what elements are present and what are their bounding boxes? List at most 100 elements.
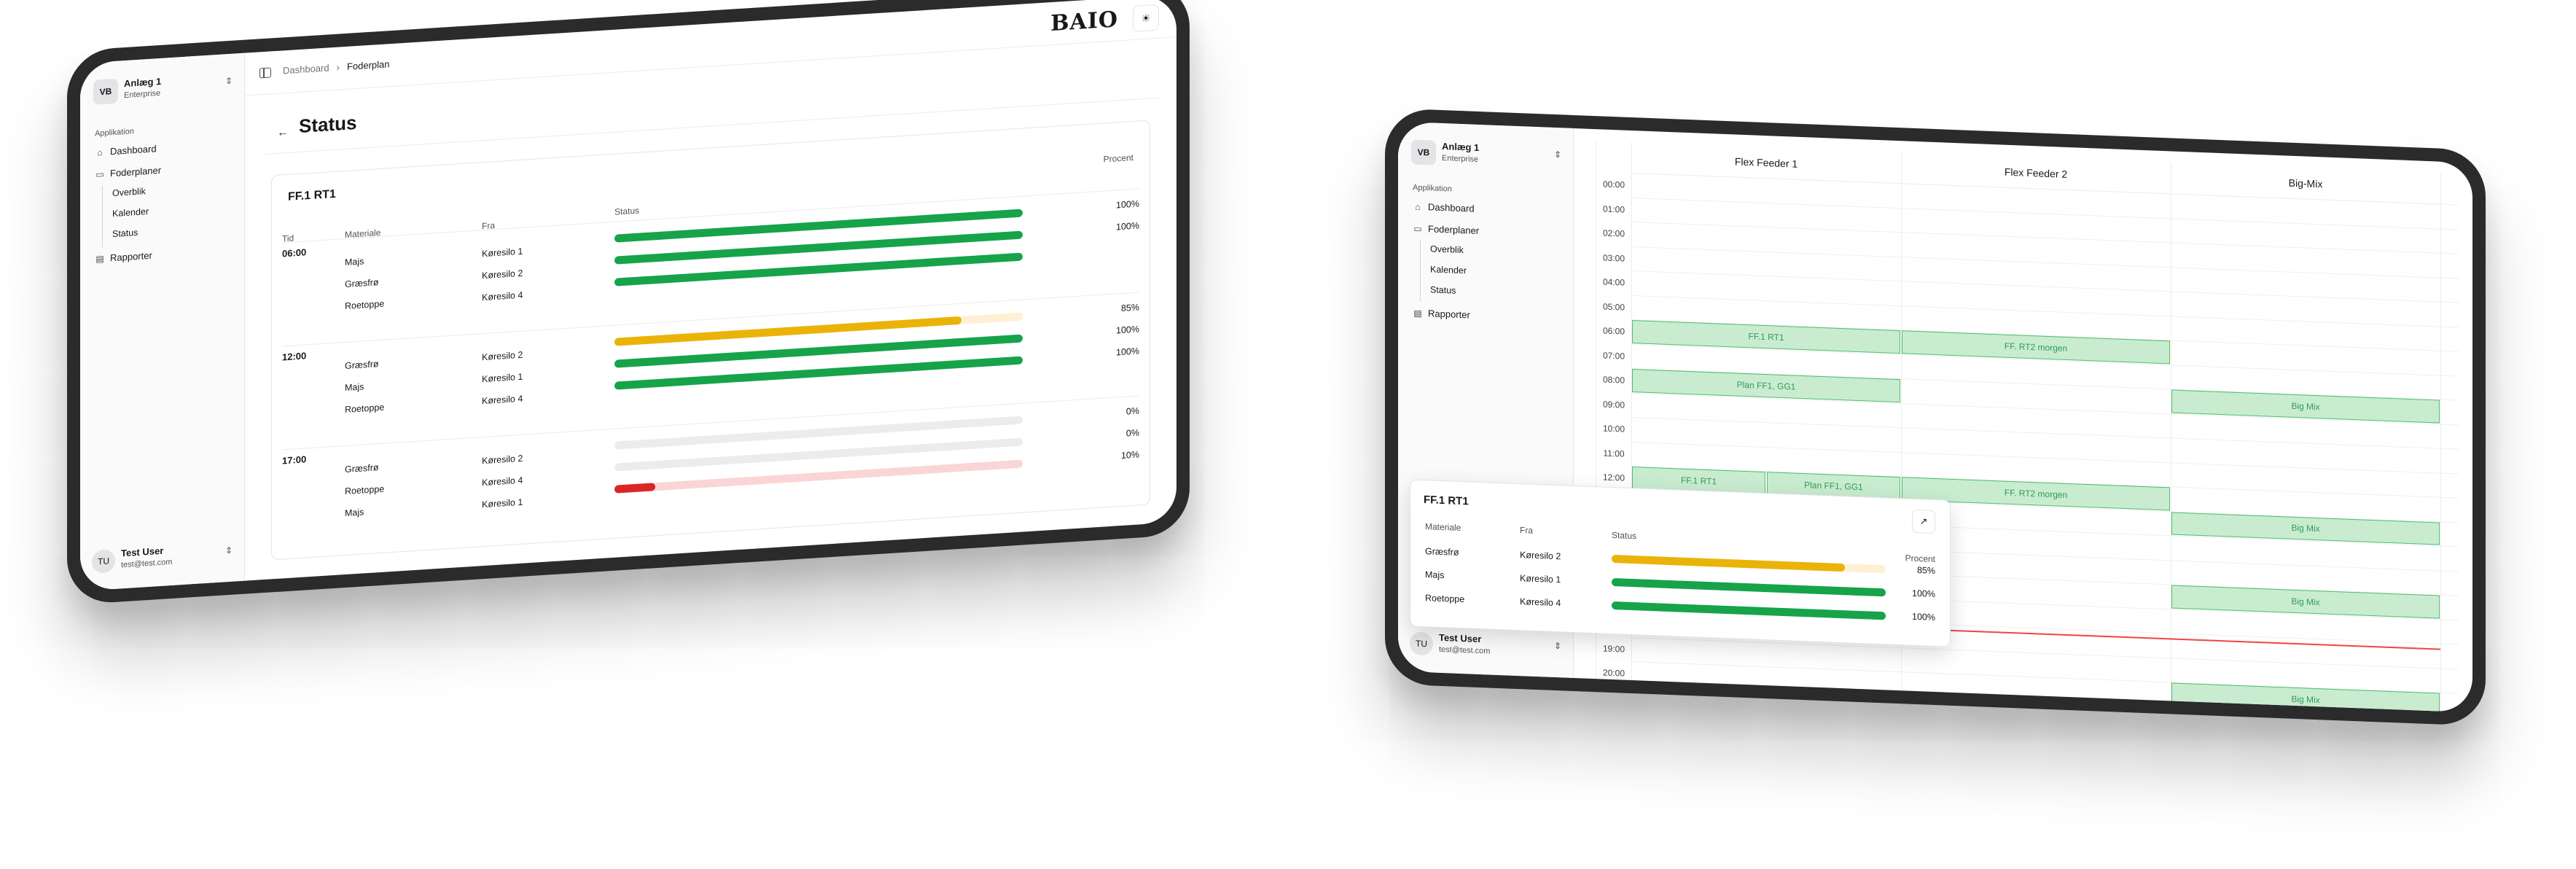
- column-header-status: Status: [1612, 529, 1637, 542]
- hour-gridline: [1631, 221, 2459, 254]
- column-header-materiale: Materiale: [1425, 521, 1461, 534]
- open-button[interactable]: ↗: [1912, 509, 1935, 534]
- cell-fra: Køresilo 1: [482, 246, 523, 260]
- calendar-screen: VB Anlæg 1 Enterprise ⇕ Applikation ⌂ Da…: [1398, 121, 2472, 713]
- sidebar-item-foderplaner[interactable]: ▭ Foderplaner: [1413, 222, 1479, 236]
- sidebar-item-status[interactable]: Status: [112, 227, 138, 240]
- back-arrow-icon[interactable]: ←: [277, 125, 289, 139]
- sidebar: VB Anlæg 1 Enterprise ⇕ Applikation ⌂ Da…: [80, 52, 245, 591]
- progress-bar: [1612, 554, 1886, 574]
- status-table-body: 06:00 Majs Køresilo 1 100% Græsfrø Køresilo 2…: [272, 121, 1150, 518]
- hour-label: 06:00: [1602, 325, 1625, 337]
- page-title: Status: [299, 111, 357, 137]
- progress-fill: [1612, 554, 1845, 572]
- cell-materiale: Roetoppe: [1425, 593, 1465, 605]
- breadcrumb-separator: ›: [336, 61, 340, 73]
- column-header-procent: Procent: [1905, 553, 1935, 565]
- progress-bar: [1612, 601, 1886, 620]
- cell-fra: Køresilo 2: [482, 349, 523, 363]
- org-plan: Enterprise: [1442, 153, 1479, 164]
- breadcrumb: Dashboard › Foderplan: [283, 58, 390, 76]
- cell-materiale: Roetoppe: [345, 483, 385, 497]
- sidebar-item-rapporter[interactable]: ▤ Rapporter: [95, 250, 152, 265]
- brand-logo: BAIO: [1050, 7, 1118, 37]
- breadcrumb-current: Foderplan: [346, 58, 390, 72]
- sidebar-item-overblik[interactable]: Overblik: [1430, 243, 1464, 256]
- cell-materiale: Roetoppe: [345, 402, 385, 416]
- tray-icon: ▭: [1413, 223, 1422, 234]
- tablet-calendar-view: VB Anlæg 1 Enterprise ⇕ Applikation ⌂ Da…: [1385, 108, 2486, 727]
- hour-label: 11:00: [1603, 448, 1625, 459]
- theme-toggle-button[interactable]: ☀: [1133, 4, 1159, 33]
- sidebar-item-foderplaner[interactable]: ▭ Foderplaner: [95, 165, 161, 180]
- org-name: Anlæg 1: [1442, 140, 1480, 153]
- hour-label: 04:00: [1602, 276, 1625, 288]
- document-icon: ▤: [1413, 308, 1422, 319]
- cell-procent: 85%: [1120, 302, 1139, 314]
- hour-gridline: [1631, 295, 2459, 328]
- breadcrumb-root[interactable]: Dashboard: [283, 62, 329, 77]
- cell-fra: Køresilo 4: [482, 475, 523, 488]
- sidebar-toggle-icon[interactable]: [259, 67, 271, 79]
- document-icon: ▤: [95, 253, 104, 265]
- hour-label: 05:00: [1602, 300, 1625, 313]
- sun-icon: ☀: [1141, 11, 1151, 24]
- hour-label: 20:00: [1602, 667, 1625, 679]
- progress-fill: [1612, 601, 1886, 620]
- cell-procent: 100%: [1912, 611, 1935, 623]
- cell-procent: 0%: [1125, 405, 1139, 417]
- cell-procent: 100%: [1912, 588, 1935, 600]
- submenu-line: [1420, 240, 1421, 302]
- cell-materiale: Majs: [345, 507, 364, 519]
- cell-procent: 10%: [1120, 449, 1139, 461]
- sidebar-item-dashboard[interactable]: ⌂ Dashboard: [95, 143, 156, 157]
- home-icon: ⌂: [1415, 201, 1421, 212]
- cell-fra: Køresilo 1: [482, 496, 523, 510]
- user-menu[interactable]: TU Test User test@test.com ⇕: [92, 539, 234, 577]
- hour-label: 19:00: [1602, 642, 1625, 655]
- popover-title: FF.1 RT1: [1424, 494, 1469, 508]
- sidebar-item-status[interactable]: Status: [1430, 284, 1456, 296]
- hour-gridline: [1631, 416, 2459, 450]
- progress-bar: [1612, 577, 1886, 597]
- column-header-status: Status: [614, 205, 640, 217]
- sidebar-item-kalender[interactable]: Kalender: [112, 206, 149, 219]
- hour-label: 03:00: [1602, 252, 1625, 264]
- progress-fill: [614, 483, 655, 494]
- cell-materiale: Roetoppe: [345, 298, 385, 312]
- org-avatar: VB: [1411, 139, 1436, 165]
- tablet-status-view: VB Anlæg 1 Enterprise ⇕ Applikation ⌂ Da…: [67, 0, 1190, 606]
- org-switcher[interactable]: VB Anlæg 1 Enterprise ⇕: [93, 70, 234, 111]
- org-switcher[interactable]: VB Anlæg 1 Enterprise ⇕: [1411, 138, 1563, 176]
- event-popover: FF.1 RT1 ↗ Materiale Fra Status Procent …: [1410, 479, 1951, 647]
- external-link-icon: ↗: [1919, 515, 1928, 527]
- sidebar-item-overblik[interactable]: Overblik: [112, 186, 146, 199]
- cell-procent: 0%: [1125, 427, 1139, 439]
- cell-materiale: Majs: [1425, 569, 1445, 581]
- hour-label: 12:00: [1602, 472, 1625, 483]
- cell-procent: 100%: [1116, 324, 1139, 336]
- time-label: 12:00: [282, 350, 307, 363]
- hour-gridline: [1631, 270, 2459, 303]
- hour-label: 00:00: [1602, 179, 1625, 190]
- cell-procent: 100%: [1116, 220, 1139, 233]
- tray-icon: ▭: [95, 168, 104, 180]
- user-menu[interactable]: TU Test User test@test.com ⇕: [1410, 629, 1563, 664]
- cell-fra: Køresilo 4: [482, 393, 523, 407]
- time-label: 17:00: [282, 453, 307, 467]
- chevrons-up-down-icon: ⇕: [1553, 149, 1561, 160]
- sidebar-item-label: Foderplaner: [110, 164, 162, 179]
- user-name: Test User: [121, 545, 164, 559]
- sidebar-item-label: Rapporter: [1428, 308, 1470, 321]
- calendar-event[interactable]: Big Mix: [2171, 682, 2440, 713]
- cell-materiale: Majs: [345, 256, 364, 268]
- org-avatar: VB: [93, 78, 118, 105]
- sidebar-item-dashboard[interactable]: ⌂ Dashboard: [1413, 200, 1474, 214]
- group-label: Applikation: [1413, 183, 1452, 194]
- hour-gridline: [1631, 246, 2459, 279]
- cell-materiale: Græsfrø: [345, 462, 379, 475]
- sidebar-item-rapporter[interactable]: ▤ Rapporter: [1413, 307, 1470, 320]
- user-email: test@test.com: [1439, 644, 1491, 656]
- sidebar-item-kalender[interactable]: Kalender: [1430, 264, 1467, 276]
- user-email: test@test.com: [121, 557, 173, 570]
